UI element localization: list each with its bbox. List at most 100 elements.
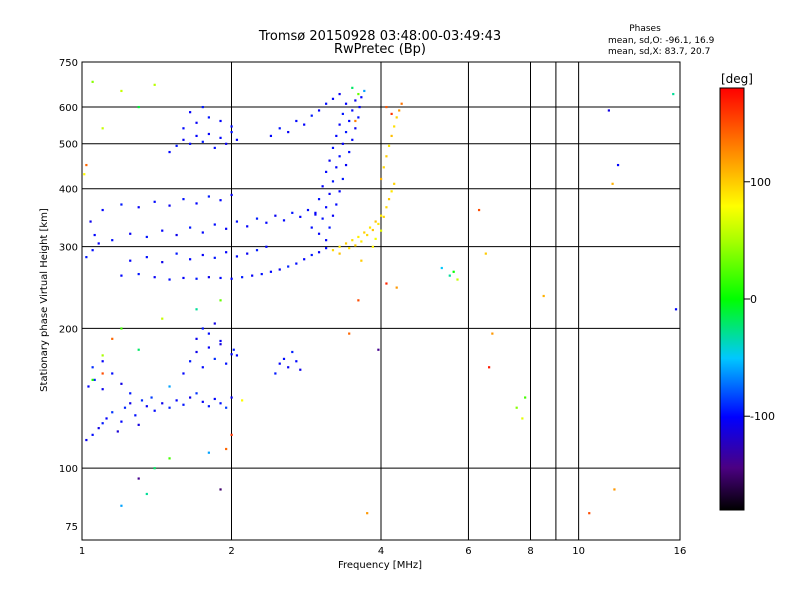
data-point	[524, 396, 527, 399]
data-points	[83, 80, 678, 515]
data-point	[351, 239, 354, 242]
data-point	[207, 332, 210, 335]
data-point	[225, 227, 228, 230]
data-point	[385, 206, 388, 209]
data-point	[219, 299, 222, 302]
y-tick-label: 750	[59, 58, 78, 69]
colorbar-tick-label: 0	[750, 293, 757, 306]
y-tick-label: 300	[59, 243, 78, 254]
data-point	[230, 277, 233, 280]
data-point	[395, 286, 398, 289]
data-point	[145, 492, 148, 496]
data-point	[213, 322, 216, 325]
data-point	[230, 130, 233, 134]
data-point	[201, 400, 204, 403]
data-point	[207, 451, 210, 454]
data-point	[219, 136, 222, 139]
data-point	[291, 211, 294, 214]
data-point	[338, 252, 341, 255]
data-point	[306, 208, 310, 212]
data-point	[282, 357, 286, 361]
data-point	[328, 192, 331, 196]
data-point	[317, 198, 321, 201]
data-point	[168, 406, 171, 409]
data-point	[207, 195, 210, 198]
data-point	[182, 372, 185, 375]
data-point	[153, 467, 156, 470]
data-point	[358, 105, 361, 109]
data-point	[400, 102, 403, 105]
data-point	[153, 276, 156, 279]
data-point	[366, 233, 369, 237]
data-point	[230, 193, 233, 197]
y-tick-label: 400	[59, 185, 78, 196]
data-point	[344, 242, 348, 245]
data-point	[331, 146, 335, 149]
data-point	[225, 142, 228, 145]
data-point	[129, 232, 132, 235]
data-point	[195, 134, 198, 138]
phases-heading: Phases	[629, 24, 661, 34]
data-point	[189, 226, 192, 229]
data-point	[314, 213, 317, 216]
data-point	[168, 385, 171, 388]
data-point	[230, 433, 233, 436]
data-point	[390, 190, 393, 193]
data-point	[207, 276, 210, 279]
data-point	[175, 252, 178, 255]
colorbar-tick-label: -100	[750, 410, 775, 423]
data-point	[295, 360, 298, 363]
data-point	[452, 270, 455, 273]
data-point	[366, 512, 369, 515]
data-point	[317, 109, 321, 112]
data-point	[225, 251, 228, 254]
data-point	[235, 255, 239, 258]
data-point	[325, 206, 328, 209]
data-point	[153, 409, 156, 412]
data-point	[328, 159, 331, 162]
data-point	[338, 155, 341, 158]
data-point	[137, 206, 140, 209]
data-point	[120, 274, 123, 277]
data-point	[387, 144, 391, 147]
data-point	[377, 348, 380, 351]
data-point	[274, 372, 277, 375]
data-point	[456, 278, 459, 281]
data-point	[101, 422, 104, 425]
data-point	[291, 350, 294, 354]
data-point	[269, 134, 273, 138]
data-point	[380, 177, 383, 181]
data-point	[213, 146, 216, 149]
data-point	[357, 299, 360, 302]
data-point	[448, 274, 451, 277]
data-point	[299, 368, 302, 371]
data-point	[377, 222, 380, 226]
data-point	[101, 388, 104, 391]
data-point	[348, 332, 351, 335]
data-point	[129, 259, 132, 262]
data-point	[371, 228, 374, 232]
data-point	[357, 92, 360, 96]
data-point	[488, 366, 491, 369]
data-point	[260, 272, 263, 276]
data-point	[189, 258, 192, 261]
data-point	[137, 477, 140, 480]
data-point	[338, 123, 341, 126]
data-point	[201, 231, 204, 234]
data-point	[246, 252, 249, 255]
data-point	[120, 203, 123, 206]
data-point	[299, 215, 302, 218]
data-point	[325, 239, 328, 242]
data-point	[348, 247, 351, 250]
y-axis-label: Stationary phase Virtual Height [km]	[39, 208, 50, 392]
data-point	[387, 198, 391, 201]
data-point	[390, 134, 393, 138]
data-point	[385, 155, 388, 158]
data-point	[201, 366, 204, 369]
data-point	[93, 378, 96, 381]
data-point	[398, 109, 401, 112]
data-point	[278, 268, 281, 271]
x-tick-label: 6	[465, 546, 471, 557]
x-tick-label: 10	[572, 546, 585, 557]
